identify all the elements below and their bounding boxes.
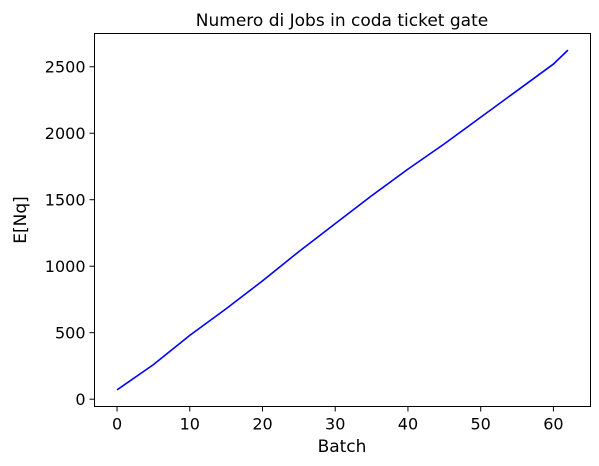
x-tick-label: 10	[180, 415, 200, 434]
x-tick-label: 50	[471, 415, 491, 434]
x-axis-label: Batch	[318, 437, 367, 457]
y-tick-label: 500	[55, 324, 86, 343]
y-axis: 0 500 1000 1500 2000 2500	[45, 58, 95, 409]
y-tick-label: 1000	[45, 257, 86, 276]
x-axis: 0 10 20 30 40 50 60	[112, 406, 564, 434]
x-tick-label: 40	[398, 415, 418, 434]
series-line-0	[116, 49, 569, 391]
chart-title: Numero di Jobs in coda ticket gate	[196, 11, 488, 31]
x-tick-label: 30	[325, 415, 345, 434]
y-tick-label: 2000	[45, 124, 86, 143]
y-tick-label: 1500	[45, 191, 86, 210]
axes-frame	[94, 33, 591, 407]
y-tick-label: 0	[75, 390, 85, 409]
x-tick-label: 60	[543, 415, 563, 434]
y-axis-label: E[Nq]	[11, 196, 31, 244]
x-tick-label: 20	[252, 415, 272, 434]
plot-area	[116, 49, 569, 391]
y-tick-label: 2500	[45, 58, 86, 77]
x-tick-label: 0	[112, 415, 122, 434]
